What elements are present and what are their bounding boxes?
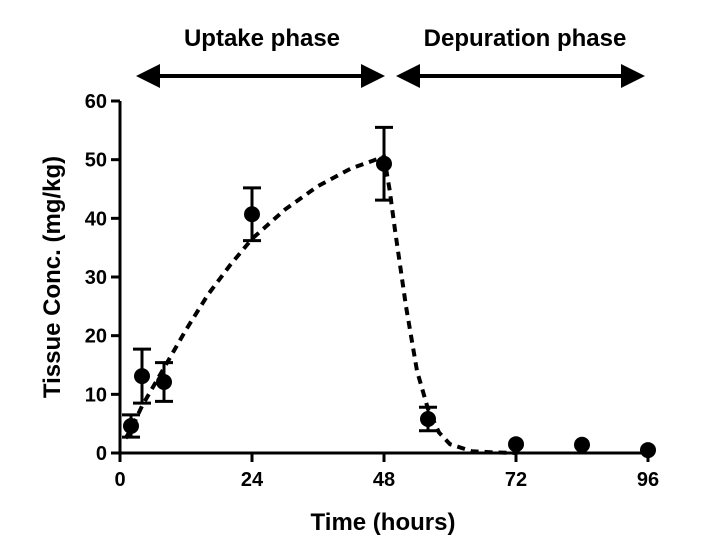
y-axis-label: Tissue Conc. (mg/kg)	[39, 156, 66, 398]
data-point	[244, 206, 260, 223]
x-tick-label: 0	[114, 469, 125, 491]
x-tick-label: 48	[373, 469, 395, 491]
data-point	[420, 410, 436, 427]
y-tick-label: 20	[85, 326, 107, 348]
annotation: Uptake phase	[184, 25, 340, 52]
data-point	[134, 368, 150, 385]
x-tick-label: 96	[637, 469, 659, 491]
fit-curve	[123, 154, 517, 455]
y-tick-label: 30	[85, 267, 107, 289]
data-point	[640, 442, 656, 459]
y-tick-label: 50	[85, 150, 107, 172]
annotation: Depuration phase	[424, 25, 627, 52]
y-tick-label: 60	[85, 91, 107, 113]
x-tick-label: 24	[241, 469, 264, 491]
y-tick-label: 0	[96, 443, 107, 465]
data-point	[508, 436, 524, 453]
y-tick-label: 40	[85, 208, 107, 230]
data-point	[123, 418, 139, 435]
x-tick-label: 72	[505, 469, 527, 491]
data-point	[156, 374, 172, 391]
data-point	[376, 155, 392, 172]
y-tick-label: 10	[85, 384, 107, 406]
data-point	[574, 436, 590, 453]
x-axis-label: Time (hours)	[311, 509, 456, 536]
